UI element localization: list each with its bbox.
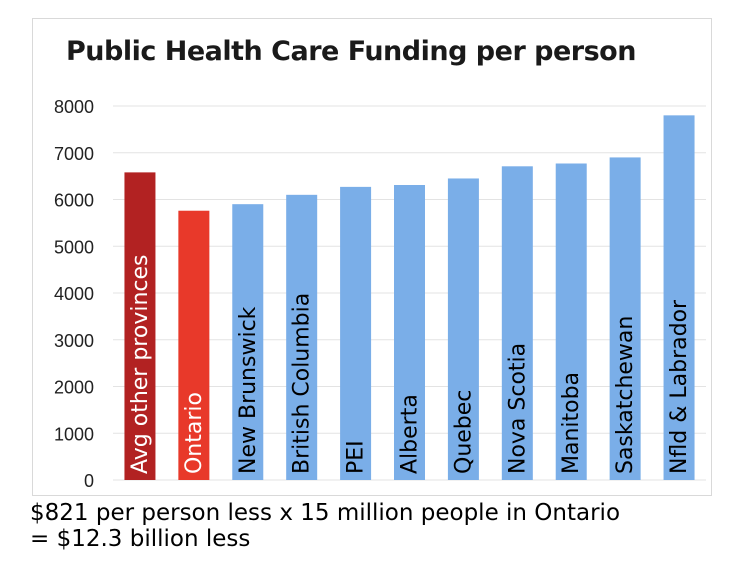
bar-label: Nfld & Labrador [667, 299, 692, 474]
bar [501, 166, 533, 480]
y-tick-label: 0 [84, 471, 94, 491]
bar-label: Saskatchewan [613, 316, 638, 474]
caption-line-2: = $12.3 billion less [30, 526, 251, 552]
y-tick-label: 4000 [54, 284, 94, 304]
bar-label: Ontario [182, 392, 207, 474]
y-tick-label: 1000 [54, 424, 94, 444]
bar-label: Manitoba [559, 372, 584, 474]
bar [447, 178, 479, 480]
y-tick-label: 7000 [54, 144, 94, 164]
bar [124, 172, 156, 480]
y-tick-label: 3000 [54, 331, 94, 351]
bar [340, 186, 372, 480]
y-tick-label: 8000 [54, 97, 94, 117]
bar-label: Alberta [398, 394, 423, 474]
caption-line-1: $821 per person less x 15 million people… [30, 500, 621, 526]
bar [394, 185, 425, 480]
bar [663, 115, 695, 480]
bar [286, 194, 318, 480]
bar [609, 157, 641, 481]
bar [232, 204, 264, 481]
bar-label: Quebec [451, 390, 476, 474]
y-tick-label: 2000 [54, 378, 94, 398]
y-tick-label: 5000 [54, 237, 94, 257]
chart-title: Public Health Care Funding per person [66, 36, 636, 67]
bars [124, 115, 695, 481]
bar [178, 210, 210, 480]
bar-label: PEI [344, 440, 369, 474]
bar-label: New Brunswick [236, 306, 261, 474]
bar [555, 163, 587, 480]
bar-label: Nova Scotia [505, 343, 530, 474]
y-tick-label: 6000 [54, 191, 94, 211]
bar-labels: Avg other provinces Ontario New Brunswick B… [128, 255, 692, 474]
bar-label: Avg other provinces [128, 255, 153, 474]
caption: $821 per person less x 15 million people… [30, 500, 620, 552]
y-axis: 0 1000 2000 3000 4000 5000 6000 7000 8000 [54, 97, 94, 491]
bar-label: British Columbia [290, 293, 315, 474]
